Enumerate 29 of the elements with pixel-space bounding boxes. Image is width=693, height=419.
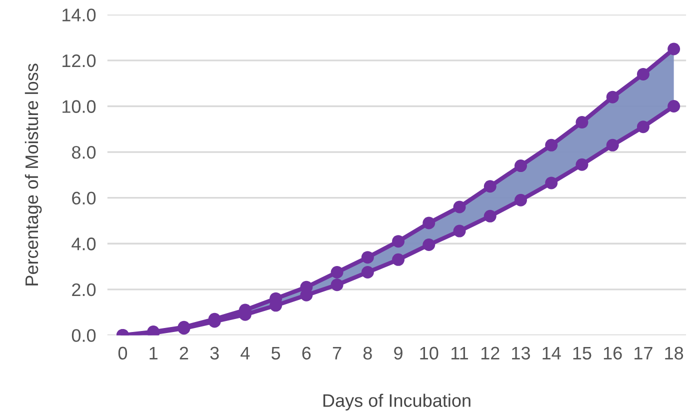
x-tick-label: 11 — [452, 346, 468, 360]
x-tick-label: 10 — [420, 346, 438, 360]
x-tick-label: 15 — [573, 346, 592, 360]
x-tick-label: 4 — [240, 346, 250, 360]
y-axis-title: Percentage of Moisture loss — [24, 64, 42, 286]
x-axis-title: Days of Incubation — [323, 394, 470, 411]
x-tick-label: 18 — [665, 346, 684, 360]
y-tick-label: 8.0 — [72, 146, 96, 159]
y-tick-label: 12.0 — [62, 54, 96, 68]
x-tick-label: 0 — [118, 346, 128, 360]
x-tick-label: 1 — [150, 346, 158, 360]
x-tick-label: 5 — [272, 346, 280, 360]
y-tick-label: 10.0 — [62, 100, 96, 113]
y-tick-label: 6.0 — [72, 192, 96, 205]
x-tick-label: 2 — [180, 346, 188, 360]
y-tick-label: 4.0 — [72, 238, 96, 250]
x-tick-label: 8 — [363, 346, 372, 360]
x-tick-label: 14 — [542, 346, 561, 360]
x-tick-label: 9 — [394, 346, 402, 360]
x-tick-label: 3 — [210, 346, 219, 360]
x-tick-label: 12 — [481, 346, 500, 360]
x-tick-label: 7 — [332, 346, 342, 360]
x-tick-label: 16 — [604, 346, 622, 360]
y-tick-label: 14.0 — [62, 8, 96, 22]
y-tick-label: 0.0 — [72, 329, 96, 342]
x-tick-label: 17 — [634, 346, 652, 360]
y-tick-label: 2.0 — [72, 283, 96, 296]
x-tick-label: 6 — [302, 346, 311, 360]
x-tick-label: 13 — [512, 346, 530, 360]
